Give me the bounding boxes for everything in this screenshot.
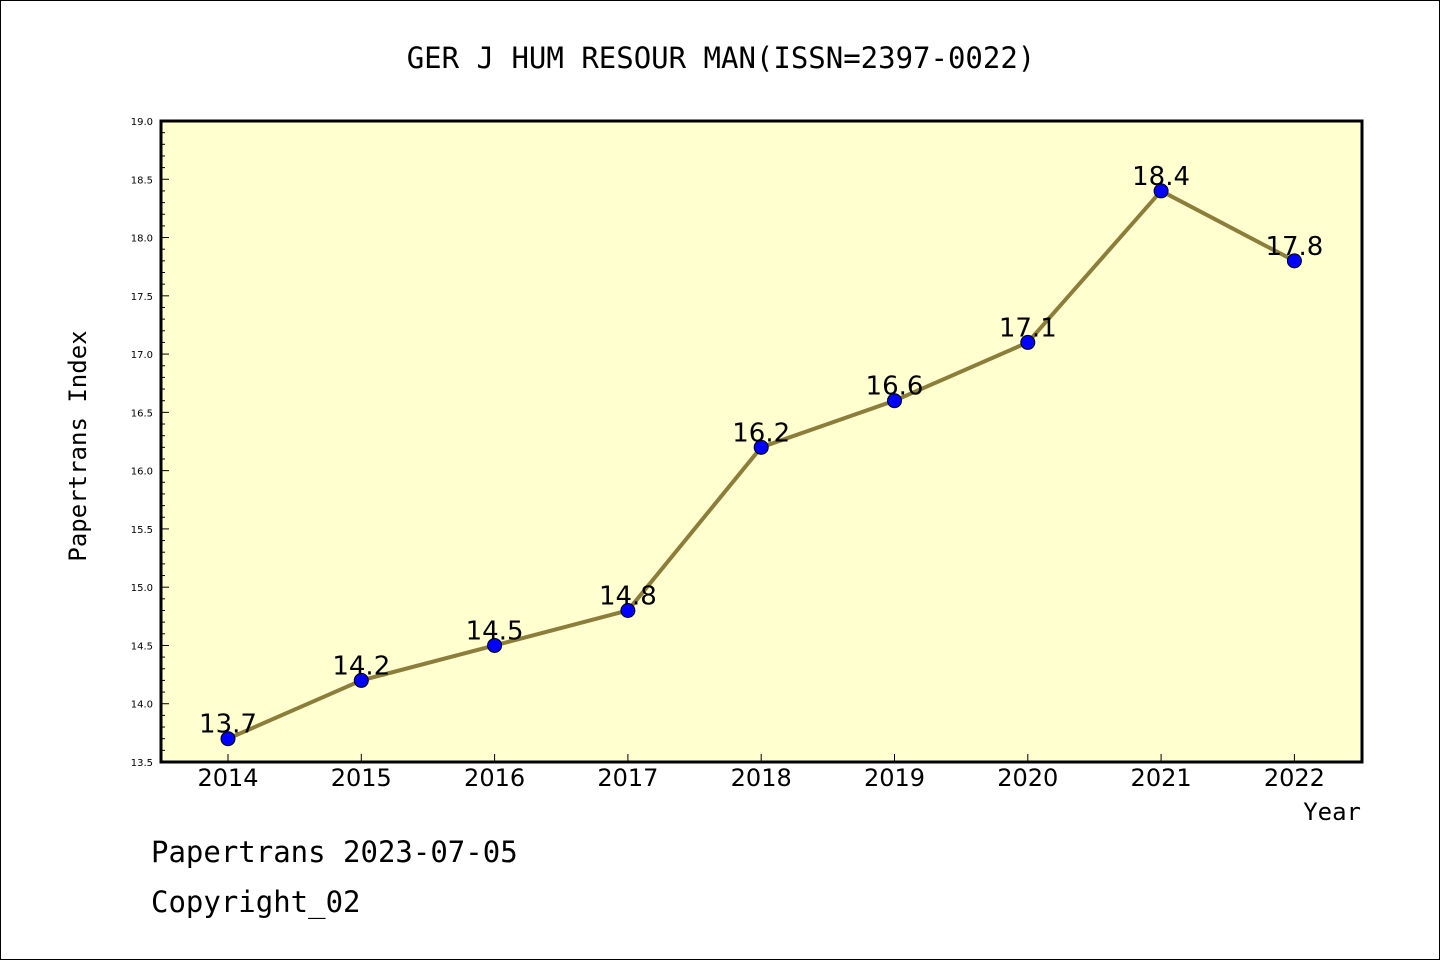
- y-tick-label: 18.0: [131, 234, 153, 245]
- data-point: [1153, 183, 1169, 199]
- x-tick-label: 2017: [597, 764, 658, 792]
- data-label: 18.4: [1132, 162, 1190, 192]
- y-tick-label: 17.0: [131, 350, 153, 361]
- y-tick-label: 15.0: [131, 583, 153, 594]
- data-point: [887, 393, 902, 409]
- data-point: [487, 637, 503, 653]
- data-point: [753, 439, 769, 455]
- y-tick-label: 17.5: [131, 292, 153, 303]
- x-axis-label: Year: [1303, 798, 1361, 826]
- x-axis: 2014 2015 2016 2017 2018 2019 2020 2021 2022: [197, 754, 1325, 792]
- chart-title: GER J HUM RESOUR MAN(ISSN=2397-0022): [407, 41, 1036, 75]
- data-label: 16.6: [866, 372, 924, 402]
- y-axis: 13.5 14.0 14.5 15.0 15.5 16.0 16.5 17.0 17.5 18.0…: [131, 117, 169, 769]
- x-tick-label: 2019: [864, 764, 925, 792]
- y-tick-label: 14.0: [131, 700, 153, 711]
- y-tick-label: 13.5: [131, 758, 153, 769]
- y-tick-label: 14.5: [131, 641, 153, 652]
- data-label: 14.8: [599, 581, 657, 611]
- data-point: [1020, 334, 1036, 350]
- x-tick-label: 2020: [997, 764, 1058, 792]
- y-axis-label: Papertrans Index: [64, 330, 92, 561]
- data-label: 14.5: [466, 616, 524, 646]
- data-label: 16.2: [732, 418, 790, 448]
- x-tick-label: 2022: [1264, 764, 1325, 792]
- x-tick-label: 2021: [1131, 764, 1192, 792]
- data-label: 13.7: [199, 710, 257, 740]
- footer-copyright: Copyright_02: [151, 885, 361, 919]
- y-tick-label: 15.5: [131, 525, 153, 536]
- footer-date: Papertrans 2023-07-05: [151, 835, 518, 869]
- data-point: [220, 731, 236, 747]
- data-point: [620, 602, 636, 618]
- data-label: 17.1: [999, 313, 1057, 343]
- data-label: 17.8: [1265, 232, 1323, 262]
- y-tick-label: 19.0: [131, 117, 153, 128]
- y-tick-label: 16.5: [131, 408, 153, 419]
- data-point: [1286, 253, 1302, 269]
- data-point: [353, 672, 369, 688]
- x-tick-label: 2016: [464, 764, 525, 792]
- y-tick-label: 18.5: [131, 175, 153, 186]
- data-label: 14.2: [332, 651, 390, 681]
- y-tick-label: 16.0: [131, 467, 153, 478]
- data-labels: 13.7 14.2 14.5 14.8 16.2 16.6 17.1 18.4 17.8: [199, 162, 1323, 740]
- x-tick-label: 2018: [731, 764, 792, 792]
- data-points: [220, 183, 1302, 747]
- x-tick-label: 2014: [197, 764, 258, 792]
- x-tick-label: 2015: [331, 764, 392, 792]
